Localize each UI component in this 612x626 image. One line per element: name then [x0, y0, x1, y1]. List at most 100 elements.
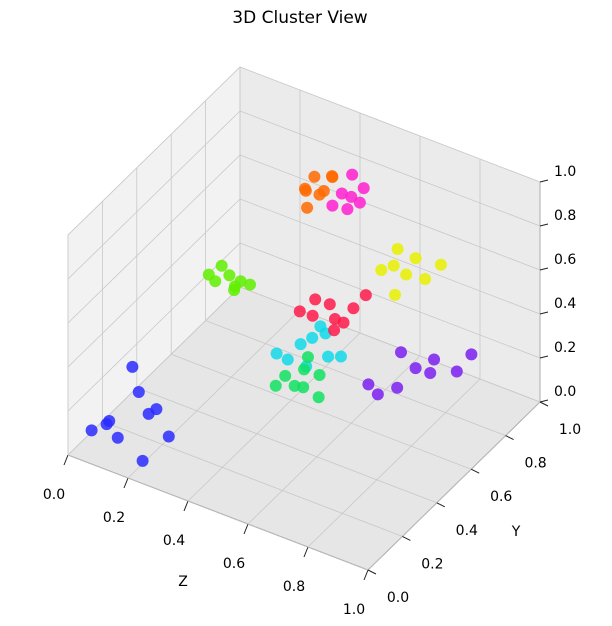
- tick-mark: [123, 477, 129, 489]
- point: [244, 278, 256, 291]
- z-tick-label: 0.2: [554, 340, 576, 356]
- point: [301, 351, 314, 364]
- tick-mark: [470, 468, 480, 474]
- point: [308, 170, 321, 183]
- grid-line: [239, 198, 541, 315]
- x-axis-label: Z: [178, 574, 188, 590]
- x-tick-label: 1.0: [343, 602, 365, 618]
- y-tick-label: 0.0: [387, 590, 409, 606]
- tick-mark: [243, 523, 249, 535]
- point: [400, 268, 413, 281]
- z-tick-label: 0.4: [554, 296, 576, 312]
- point: [279, 369, 292, 382]
- point: [111, 431, 124, 444]
- tick-mark: [303, 546, 309, 558]
- point: [353, 196, 366, 209]
- tick-mark: [539, 355, 549, 359]
- z-tick-label: 0.6: [554, 252, 576, 268]
- grid-line: [67, 154, 241, 324]
- tick-mark: [539, 267, 549, 271]
- point: [306, 331, 319, 344]
- point: [301, 201, 314, 214]
- tick-mark: [436, 502, 446, 508]
- y-tick-label: 0.4: [456, 523, 478, 539]
- z-tick-label: 0.0: [554, 384, 576, 400]
- y-tick-label: 1.0: [559, 422, 581, 438]
- point: [465, 348, 478, 361]
- grid-line: [67, 110, 241, 280]
- grid-line: [67, 286, 241, 456]
- point: [293, 305, 306, 318]
- point: [326, 170, 338, 183]
- point: [228, 280, 241, 293]
- point: [428, 353, 441, 366]
- tick-mark: [539, 223, 549, 227]
- grid-line: [247, 355, 421, 525]
- point: [150, 403, 163, 416]
- point: [312, 391, 325, 404]
- point: [328, 324, 341, 337]
- y-tick-label: 0.2: [421, 556, 443, 572]
- grid-line: [67, 198, 241, 368]
- x-tick-label: 0.6: [223, 556, 245, 572]
- point: [345, 190, 358, 203]
- chart-title: 3D Cluster View: [232, 8, 367, 28]
- tick-mark: [63, 454, 69, 466]
- tick-mark: [505, 435, 514, 441]
- point: [297, 381, 310, 394]
- point: [223, 269, 236, 282]
- point: [375, 263, 388, 276]
- point: [85, 424, 98, 437]
- x-tick-label: 0.4: [163, 533, 185, 549]
- tick-mark: [539, 179, 549, 183]
- point: [326, 199, 339, 212]
- point: [281, 353, 294, 366]
- y-tick-label: 0.6: [490, 489, 512, 505]
- grid-line: [67, 66, 241, 236]
- point: [347, 302, 360, 315]
- y-axis-label: Y: [511, 524, 521, 540]
- point: [322, 350, 335, 363]
- grid-line: [239, 110, 541, 227]
- point: [328, 313, 341, 326]
- grid-line: [205, 320, 506, 436]
- grid-line: [307, 378, 481, 548]
- grid-line: [239, 154, 541, 271]
- point: [313, 188, 326, 201]
- point: [395, 346, 407, 359]
- point: [126, 360, 139, 373]
- point: [215, 259, 228, 272]
- point: [136, 454, 149, 467]
- point: [306, 309, 319, 322]
- point: [434, 258, 447, 271]
- grid-line: [67, 454, 369, 571]
- point: [132, 386, 145, 399]
- point: [391, 381, 404, 394]
- tick-mark: [539, 311, 549, 315]
- tick-mark: [363, 569, 369, 581]
- tick-mark: [539, 401, 549, 407]
- point: [341, 203, 354, 216]
- point: [387, 259, 400, 272]
- grid-line: [239, 66, 541, 183]
- point: [357, 182, 370, 195]
- grid-line: [136, 387, 437, 504]
- point: [323, 298, 336, 311]
- grid-line: [171, 353, 472, 470]
- grid-line: [102, 421, 403, 537]
- point: [409, 252, 422, 265]
- point: [409, 362, 422, 375]
- point: [359, 289, 372, 302]
- point: [298, 363, 311, 376]
- point: [299, 184, 312, 197]
- point: [334, 350, 347, 363]
- grid-line: [239, 286, 541, 403]
- z-tick-label: 0.8: [554, 208, 576, 224]
- point: [309, 293, 322, 306]
- grid-line: [239, 242, 541, 359]
- point: [100, 418, 113, 431]
- point: [362, 378, 375, 391]
- point: [335, 187, 348, 200]
- tick-mark: [402, 535, 411, 541]
